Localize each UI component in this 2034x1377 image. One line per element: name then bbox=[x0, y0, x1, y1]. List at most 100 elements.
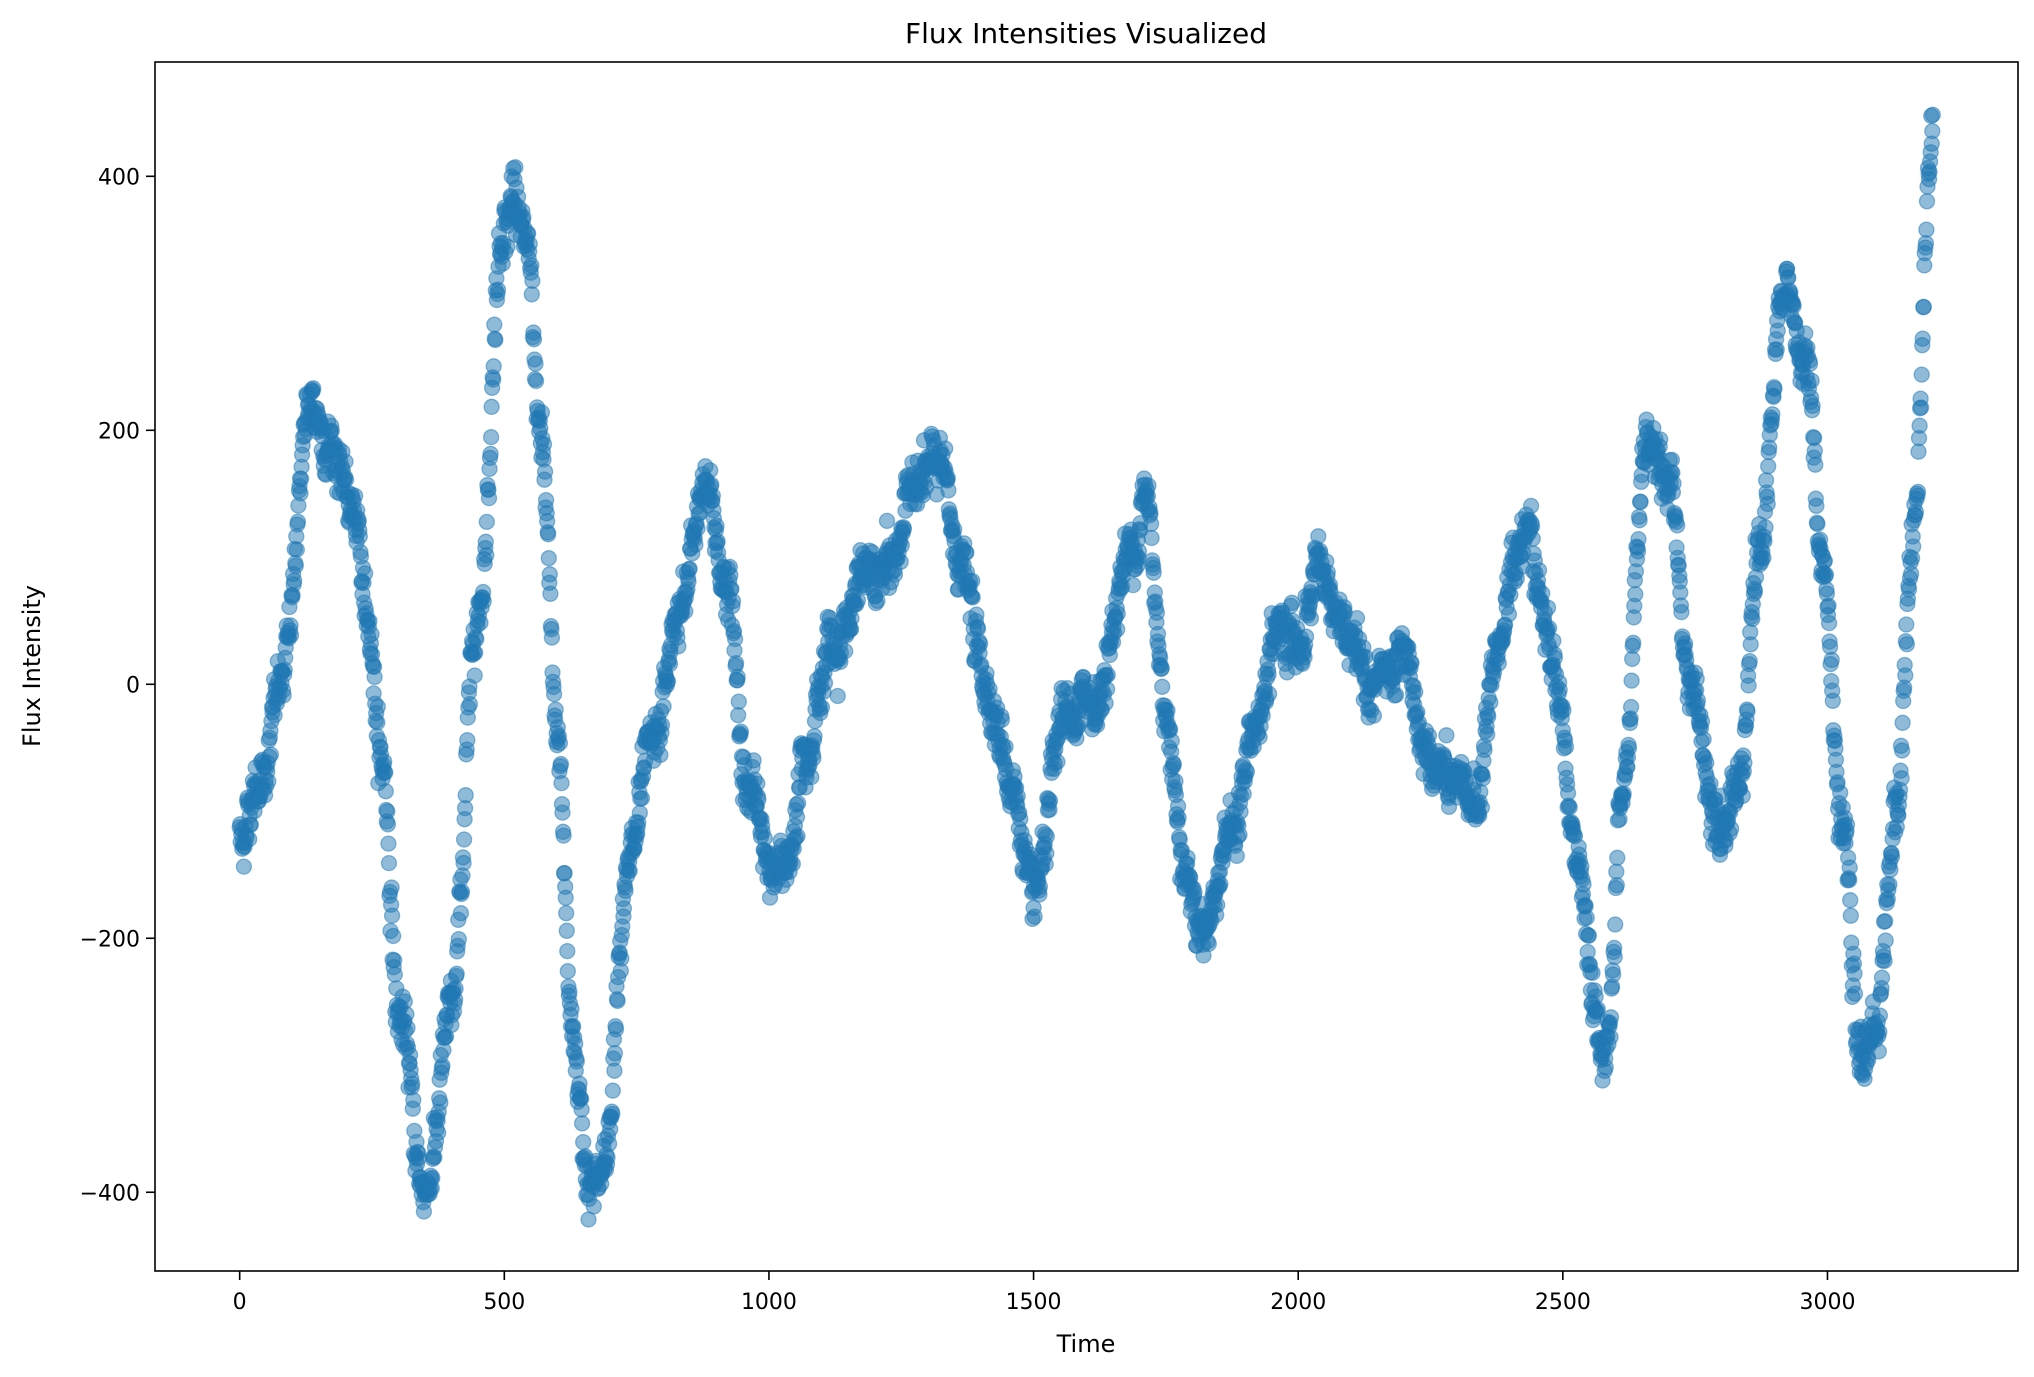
data-point bbox=[1490, 655, 1507, 672]
data-point bbox=[729, 668, 746, 686]
data-point bbox=[1500, 606, 1518, 623]
data-point bbox=[621, 862, 638, 880]
data-point bbox=[1741, 653, 1758, 670]
data-point bbox=[652, 746, 669, 764]
data-point bbox=[1871, 1007, 1889, 1024]
data-point bbox=[543, 629, 561, 646]
data-point bbox=[677, 603, 694, 620]
data-point bbox=[606, 1062, 623, 1079]
data-point bbox=[523, 286, 540, 303]
data-point bbox=[1297, 628, 1315, 645]
data-point bbox=[558, 905, 575, 922]
data-point bbox=[482, 428, 500, 446]
data-point bbox=[1759, 495, 1776, 513]
data-point bbox=[415, 1203, 433, 1220]
data-point bbox=[1473, 799, 1491, 816]
data-point bbox=[1695, 731, 1712, 748]
y-tick-label: −400 bbox=[80, 1181, 140, 1206]
data-point bbox=[704, 487, 721, 504]
data-point bbox=[1905, 538, 1922, 555]
data-point bbox=[1913, 366, 1930, 383]
data-point bbox=[1909, 483, 1927, 501]
data-point bbox=[386, 966, 403, 983]
data-point bbox=[1877, 932, 1894, 949]
data-point bbox=[655, 698, 672, 715]
data-point bbox=[1669, 517, 1686, 534]
data-point bbox=[756, 830, 773, 847]
data-point bbox=[380, 835, 397, 852]
data-point bbox=[1804, 397, 1821, 414]
data-point bbox=[1766, 380, 1783, 398]
data-point bbox=[1755, 549, 1772, 566]
x-tick-label: 2000 bbox=[1270, 1290, 1326, 1315]
data-point bbox=[1832, 784, 1849, 801]
data-point bbox=[383, 879, 400, 896]
data-point bbox=[878, 512, 896, 530]
data-point bbox=[1578, 909, 1595, 926]
data-point bbox=[1167, 772, 1184, 790]
data-point bbox=[571, 1075, 588, 1092]
data-point bbox=[487, 331, 504, 349]
data-point bbox=[1785, 297, 1802, 315]
data-point bbox=[805, 750, 822, 767]
data-point bbox=[1049, 753, 1066, 771]
data-point bbox=[448, 965, 465, 982]
data-point bbox=[1806, 442, 1823, 459]
data-point bbox=[1365, 707, 1383, 724]
data-point bbox=[1823, 651, 1840, 669]
data-point bbox=[523, 257, 540, 274]
data-point bbox=[837, 642, 854, 660]
data-point bbox=[1893, 770, 1910, 787]
data-point bbox=[1914, 330, 1931, 347]
data-point bbox=[399, 1019, 416, 1037]
data-point bbox=[1555, 702, 1572, 719]
data-point bbox=[483, 398, 500, 415]
data-point bbox=[563, 1000, 580, 1017]
data-point bbox=[551, 734, 569, 752]
data-point bbox=[450, 931, 467, 948]
data-point bbox=[468, 631, 485, 648]
data-point bbox=[1734, 787, 1751, 804]
data-point bbox=[1769, 322, 1786, 339]
x-tick-label: 2500 bbox=[1535, 1290, 1591, 1315]
data-point bbox=[1145, 564, 1162, 581]
data-point bbox=[1615, 785, 1632, 802]
data-point bbox=[452, 905, 470, 922]
data-point bbox=[1744, 610, 1761, 628]
data-point bbox=[1472, 783, 1489, 801]
data-point bbox=[1357, 648, 1374, 665]
x-tick-label: 1000 bbox=[741, 1290, 797, 1315]
data-point bbox=[383, 907, 401, 924]
data-point bbox=[1801, 355, 1819, 372]
data-point bbox=[1228, 847, 1245, 865]
data-point bbox=[455, 854, 472, 872]
data-point bbox=[631, 804, 648, 822]
data-point bbox=[477, 533, 494, 550]
data-point bbox=[1608, 863, 1625, 880]
data-point bbox=[816, 674, 834, 692]
data-point bbox=[555, 827, 572, 844]
data-point bbox=[1883, 848, 1901, 865]
data-point bbox=[1551, 681, 1568, 698]
data-point bbox=[1148, 604, 1166, 621]
data-point bbox=[351, 528, 368, 545]
data-point bbox=[681, 560, 698, 577]
data-point bbox=[613, 950, 630, 967]
data-point bbox=[1846, 965, 1863, 982]
data-point bbox=[1740, 677, 1757, 694]
data-point bbox=[1917, 235, 1935, 252]
data-point bbox=[1589, 1001, 1606, 1018]
data-point bbox=[1842, 907, 1859, 924]
data-point bbox=[369, 714, 386, 731]
data-point bbox=[556, 865, 573, 882]
data-point bbox=[1623, 672, 1640, 689]
data-point bbox=[585, 1198, 602, 1215]
x-axis-ticks: 0 500 1000 1500 2000 2500 3000 bbox=[233, 1271, 1855, 1315]
data-point bbox=[242, 816, 259, 833]
data-point bbox=[1109, 605, 1126, 622]
y-tick-label: −200 bbox=[80, 927, 140, 952]
data-point bbox=[1140, 477, 1157, 494]
data-point bbox=[1630, 530, 1647, 548]
data-point bbox=[527, 355, 544, 372]
